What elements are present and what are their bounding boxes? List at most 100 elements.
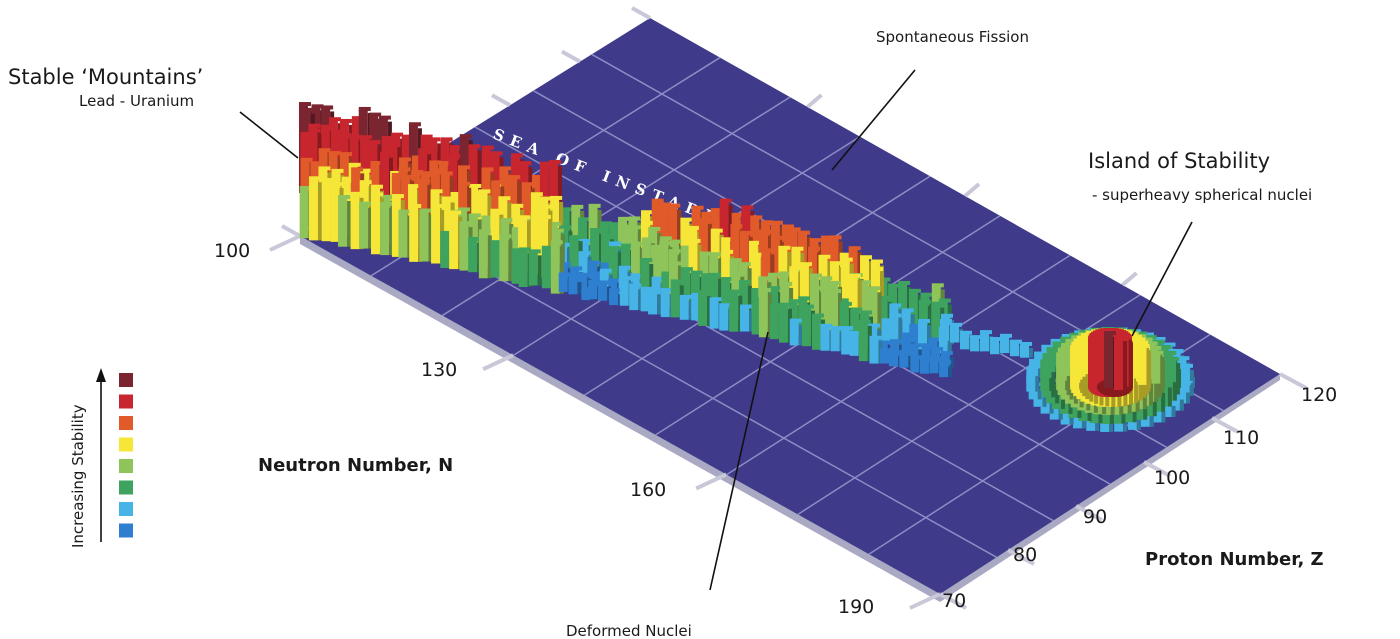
proton-tick-label: 90 (1083, 506, 1107, 528)
column-side (487, 235, 492, 279)
column-top (878, 295, 891, 300)
column-top (641, 237, 654, 242)
column-front (398, 212, 408, 258)
column-top (551, 228, 564, 233)
column-side (1035, 372, 1040, 384)
legend-swatch (119, 480, 133, 495)
column-top (1163, 342, 1176, 347)
column-top (680, 217, 693, 222)
column-top (820, 323, 833, 328)
column-front (640, 260, 650, 300)
column-front (899, 353, 909, 368)
neutron-tick (695, 472, 728, 491)
column-top (508, 175, 521, 180)
column-top (750, 215, 763, 220)
proton-tick (939, 592, 967, 610)
column-side (1038, 364, 1043, 376)
nuclide-column (640, 257, 654, 300)
column-top (789, 266, 802, 271)
column-top (688, 238, 701, 243)
column-top (798, 230, 811, 235)
column-top (909, 323, 922, 328)
column-top (688, 225, 701, 230)
column-top (531, 203, 544, 208)
column-top (1061, 334, 1074, 339)
column-front (970, 338, 979, 352)
proton-tick-label: 110 (1223, 427, 1259, 449)
neutron-tick (909, 592, 941, 610)
deformed-nuclei-label: Deformed Nuclei (566, 622, 692, 639)
column-top (391, 194, 404, 199)
column-top (920, 292, 933, 297)
column-front (569, 238, 579, 273)
column-front (1137, 346, 1147, 385)
column-front (828, 292, 838, 343)
column-top (1000, 333, 1012, 338)
column-top (339, 132, 352, 137)
column-side (1186, 392, 1190, 404)
column-front (558, 275, 568, 292)
column-top (701, 273, 714, 278)
column-top (528, 249, 541, 254)
column-top (769, 303, 782, 308)
column-front (1072, 414, 1082, 429)
column-top (719, 198, 732, 203)
neutron-axis-title: Neutron Number, N (258, 455, 453, 476)
column-side (537, 255, 542, 286)
column-top (418, 148, 431, 153)
column-top (338, 195, 351, 200)
column-front (889, 316, 899, 345)
column-front (1080, 336, 1090, 375)
column-top (1152, 339, 1165, 344)
column-front (350, 194, 360, 250)
column-top (560, 207, 573, 212)
column-top (931, 347, 944, 352)
column-top (331, 168, 344, 173)
column-top (1159, 345, 1172, 350)
column-top (629, 283, 642, 288)
column-front (1104, 334, 1113, 388)
column-front (878, 298, 888, 333)
column-side (1109, 420, 1114, 432)
column-top (558, 262, 571, 267)
column-top (388, 140, 401, 145)
column-top (628, 225, 641, 230)
column-front (680, 270, 690, 310)
column-side (1128, 341, 1133, 387)
top-tick (491, 93, 511, 107)
column-top (499, 166, 512, 171)
column-top (721, 237, 734, 242)
nuclide-column (518, 215, 532, 274)
column-top (729, 289, 742, 294)
proton-tick-label: 120 (1301, 384, 1337, 406)
top-tick (963, 182, 981, 198)
column-top (860, 255, 873, 260)
column-top (548, 221, 561, 226)
column-top (390, 170, 403, 175)
column-side (1134, 367, 1139, 403)
column-top (380, 151, 393, 156)
column-top (680, 245, 693, 250)
column-side (389, 207, 394, 256)
column-top (769, 286, 782, 291)
column-top (651, 244, 664, 249)
column-top (849, 330, 862, 335)
column-top (370, 160, 383, 165)
legend-swatch (119, 373, 133, 387)
column-top (588, 279, 601, 284)
column-top (640, 257, 653, 262)
column-front (299, 188, 309, 239)
column-top (931, 301, 944, 306)
column-top (918, 318, 931, 323)
column-side (577, 282, 582, 295)
column-front (848, 276, 858, 335)
column-front (929, 359, 939, 374)
column-front (938, 329, 948, 355)
nuclide-column (709, 272, 723, 315)
column-side (1068, 394, 1073, 414)
column-front (690, 273, 700, 312)
nuclide-column (629, 283, 643, 311)
column-top (768, 272, 781, 277)
column-top (980, 330, 992, 335)
nuclide-column (758, 287, 772, 338)
